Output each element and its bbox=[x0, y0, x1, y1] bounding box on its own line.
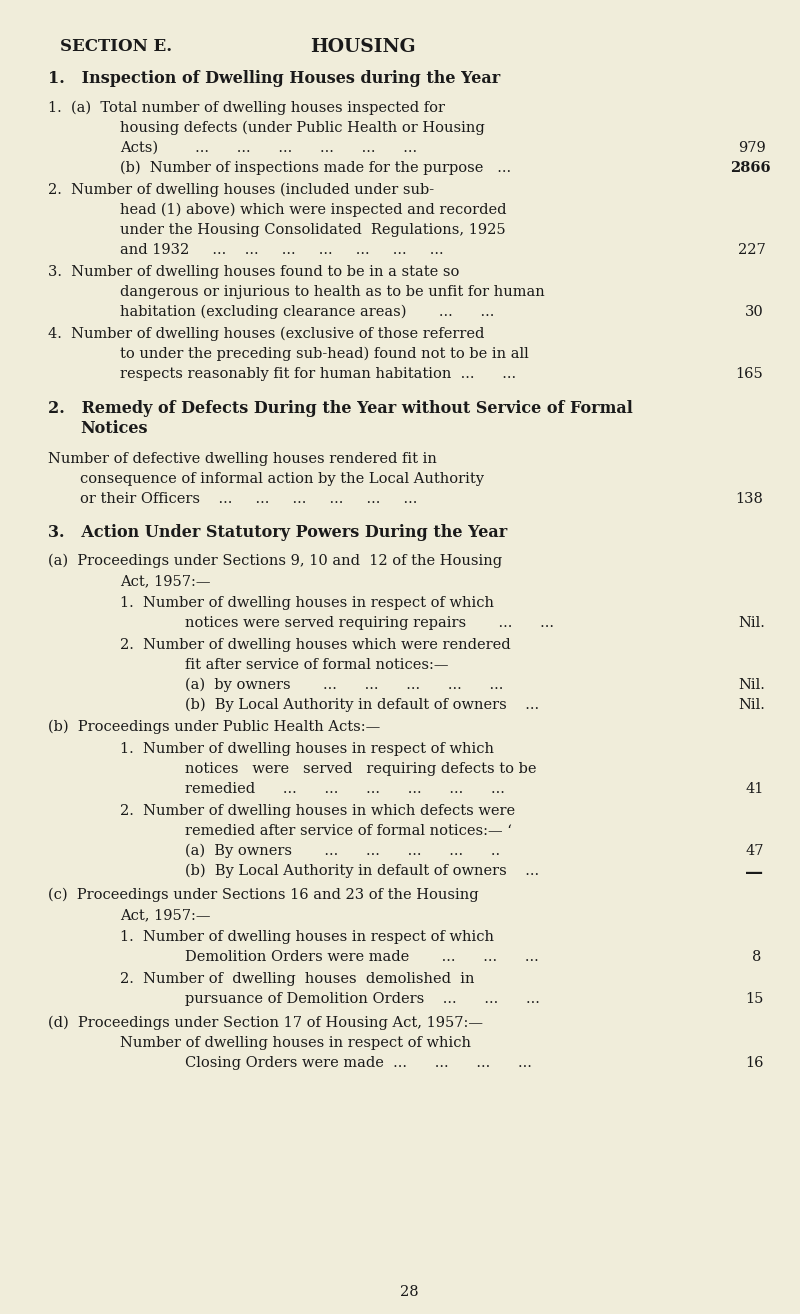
Text: 1.   Inspection of Dwelling Houses during the Year: 1. Inspection of Dwelling Houses during … bbox=[48, 70, 500, 87]
Text: Act, 1957:—: Act, 1957:— bbox=[120, 574, 210, 587]
Text: (b)  By Local Authority in default of owners    ...: (b) By Local Authority in default of own… bbox=[185, 865, 539, 878]
Text: (a)  by owners       ...      ...      ...      ...      ...: (a) by owners ... ... ... ... ... bbox=[185, 678, 503, 692]
Text: Notices: Notices bbox=[80, 420, 147, 438]
Text: Nil.: Nil. bbox=[738, 698, 765, 712]
Text: and 1932     ...    ...     ...     ...     ...     ...     ...: and 1932 ... ... ... ... ... ... ... bbox=[120, 243, 444, 258]
Text: (b)  By Local Authority in default of owners    ...: (b) By Local Authority in default of own… bbox=[185, 698, 539, 712]
Text: 2.  Number of dwelling houses in which defects were: 2. Number of dwelling houses in which de… bbox=[120, 804, 515, 819]
Text: remedied      ...      ...      ...      ...      ...      ...: remedied ... ... ... ... ... ... bbox=[185, 782, 505, 796]
Text: consequence of informal action by the Local Authority: consequence of informal action by the Lo… bbox=[80, 472, 484, 486]
Text: 1.  Number of dwelling houses in respect of which: 1. Number of dwelling houses in respect … bbox=[120, 742, 494, 756]
Text: 3.  Number of dwelling houses found to be in a state so: 3. Number of dwelling houses found to be… bbox=[48, 265, 459, 279]
Text: 41: 41 bbox=[745, 782, 763, 796]
Text: Demolition Orders were made       ...      ...      ...: Demolition Orders were made ... ... ... bbox=[185, 950, 538, 964]
Text: 2.  Number of  dwelling  houses  demolished  in: 2. Number of dwelling houses demolished … bbox=[120, 972, 474, 986]
Text: HOUSING: HOUSING bbox=[310, 38, 416, 57]
Text: housing defects (under Public Health or Housing: housing defects (under Public Health or … bbox=[120, 121, 485, 135]
Text: 47: 47 bbox=[745, 844, 763, 858]
Text: Nil.: Nil. bbox=[738, 616, 765, 629]
Text: to under the preceding sub-head) found not to be in all: to under the preceding sub-head) found n… bbox=[120, 347, 529, 361]
Text: 4.  Number of dwelling houses (exclusive of those referred: 4. Number of dwelling houses (exclusive … bbox=[48, 327, 484, 342]
Text: notices were served requiring repairs       ...      ...: notices were served requiring repairs ..… bbox=[185, 616, 554, 629]
Text: 15: 15 bbox=[745, 992, 763, 1007]
Text: (b)  Number of inspections made for the purpose   ...: (b) Number of inspections made for the p… bbox=[120, 162, 511, 175]
Text: (a)  Proceedings under Sections 9, 10 and  12 of the Housing: (a) Proceedings under Sections 9, 10 and… bbox=[48, 555, 502, 569]
Text: 1.  Number of dwelling houses in respect of which: 1. Number of dwelling houses in respect … bbox=[120, 930, 494, 943]
Text: (a)  By owners       ...      ...      ...      ...      ..: (a) By owners ... ... ... ... .. bbox=[185, 844, 500, 858]
Text: —: — bbox=[745, 865, 763, 882]
Text: 8: 8 bbox=[752, 950, 762, 964]
Text: Act, 1957:—: Act, 1957:— bbox=[120, 908, 210, 922]
Text: (d)  Proceedings under Section 17 of Housing Act, 1957:—: (d) Proceedings under Section 17 of Hous… bbox=[48, 1016, 483, 1030]
Text: 165: 165 bbox=[735, 367, 762, 381]
Text: or their Officers    ...     ...     ...     ...     ...     ...: or their Officers ... ... ... ... ... ..… bbox=[80, 491, 418, 506]
Text: 227: 227 bbox=[738, 243, 766, 258]
Text: Nil.: Nil. bbox=[738, 678, 765, 692]
Text: 138: 138 bbox=[735, 491, 763, 506]
Text: 2866: 2866 bbox=[730, 162, 770, 175]
Text: head (1) above) which were inspected and recorded: head (1) above) which were inspected and… bbox=[120, 202, 506, 217]
Text: notices   were   served   requiring defects to be: notices were served requiring defects to… bbox=[185, 762, 537, 777]
Text: (c)  Proceedings under Sections 16 and 23 of the Housing: (c) Proceedings under Sections 16 and 23… bbox=[48, 888, 478, 903]
Text: 30: 30 bbox=[745, 305, 764, 319]
Text: 1.  Number of dwelling houses in respect of which: 1. Number of dwelling houses in respect … bbox=[120, 597, 494, 610]
Text: Number of defective dwelling houses rendered fit in: Number of defective dwelling houses rend… bbox=[48, 452, 437, 466]
Text: 2.  Number of dwelling houses which were rendered: 2. Number of dwelling houses which were … bbox=[120, 639, 510, 652]
Text: SECTION E.: SECTION E. bbox=[60, 38, 172, 55]
Text: (b)  Proceedings under Public Health Acts:—: (b) Proceedings under Public Health Acts… bbox=[48, 720, 380, 735]
Text: fit after service of formal notices:—: fit after service of formal notices:— bbox=[185, 658, 449, 671]
Text: remedied after service of formal notices:— ‘: remedied after service of formal notices… bbox=[185, 824, 512, 838]
Text: 979: 979 bbox=[738, 141, 766, 155]
Text: under the Housing Consolidated  Regulations, 1925: under the Housing Consolidated Regulatio… bbox=[120, 223, 506, 237]
Text: Closing Orders were made  ...      ...      ...      ...: Closing Orders were made ... ... ... ... bbox=[185, 1056, 532, 1070]
Text: 3.   Action Under Statutory Powers During the Year: 3. Action Under Statutory Powers During … bbox=[48, 524, 507, 541]
Text: respects reasonably fit for human habitation  ...      ...: respects reasonably fit for human habita… bbox=[120, 367, 516, 381]
Text: 2.   Remedy of Defects During the Year without Service of Formal: 2. Remedy of Defects During the Year wit… bbox=[48, 399, 633, 417]
Text: pursuance of Demolition Orders    ...      ...      ...: pursuance of Demolition Orders ... ... .… bbox=[185, 992, 540, 1007]
Text: 1.  (a)  Total number of dwelling houses inspected for: 1. (a) Total number of dwelling houses i… bbox=[48, 101, 445, 116]
Text: 28: 28 bbox=[400, 1285, 418, 1300]
Text: Acts)        ...      ...      ...      ...      ...      ...: Acts) ... ... ... ... ... ... bbox=[120, 141, 417, 155]
Text: Number of dwelling houses in respect of which: Number of dwelling houses in respect of … bbox=[120, 1035, 471, 1050]
Text: habitation (excluding clearance areas)       ...      ...: habitation (excluding clearance areas) .… bbox=[120, 305, 494, 319]
Text: 16: 16 bbox=[745, 1056, 763, 1070]
Text: 2.  Number of dwelling houses (included under sub-: 2. Number of dwelling houses (included u… bbox=[48, 183, 434, 197]
Text: dangerous or injurious to health as to be unfit for human: dangerous or injurious to health as to b… bbox=[120, 285, 545, 300]
